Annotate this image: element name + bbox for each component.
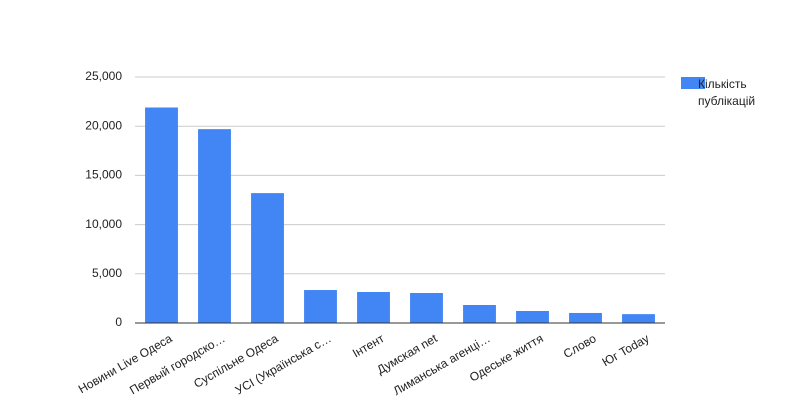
y-tick-label: 5,000 (92, 266, 122, 280)
bar (304, 290, 337, 323)
x-tick-label: Лиманська агенці… (391, 331, 493, 398)
bar (516, 310, 549, 323)
x-tick-label: УСІ (Українська с… (233, 331, 334, 397)
y-tick-label: 25,000 (85, 69, 122, 83)
bar (251, 193, 284, 323)
x-tick-label: Юг Today (600, 331, 652, 369)
bar (410, 292, 443, 323)
y-tick-label: 15,000 (85, 168, 122, 182)
bar (569, 312, 602, 323)
x-tick-label: Первый городско… (127, 331, 227, 397)
legend-swatch (681, 77, 705, 89)
y-tick-label: 10,000 (85, 217, 122, 231)
y-tick-label: 20,000 (85, 118, 122, 132)
x-tick-label: Новини Live Одеса (76, 331, 175, 396)
bar (145, 107, 178, 323)
legend-label: Кількість публікацій (698, 77, 756, 108)
bar (357, 292, 390, 323)
bar (622, 314, 655, 323)
x-tick-label: Інтент (350, 331, 387, 360)
bar (463, 304, 496, 323)
bar (198, 129, 231, 323)
y-tick-label: 0 (115, 315, 122, 329)
x-tick-label: Слово (561, 331, 599, 361)
